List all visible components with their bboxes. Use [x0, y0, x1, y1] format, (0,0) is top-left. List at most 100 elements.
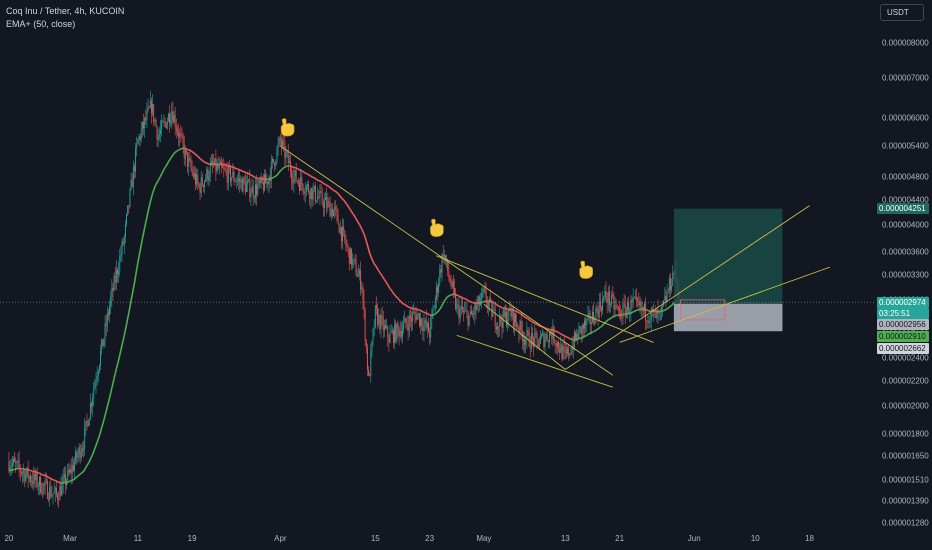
candle-body: [666, 291, 668, 302]
ema-segment: [94, 445, 97, 449]
candle-body: [411, 318, 412, 322]
trendline[interactable]: [280, 145, 614, 376]
ema-segment: [391, 291, 395, 294]
candle-body: [597, 310, 599, 318]
candle-body: [465, 310, 467, 311]
price-tick-label: 0.000004400: [882, 195, 929, 205]
candle-body: [672, 272, 674, 286]
time-tick-label: 20: [4, 534, 14, 543]
ema-segment: [462, 296, 464, 299]
ema-segment: [663, 309, 666, 312]
candle-body: [88, 418, 90, 426]
candle-body: [424, 319, 426, 324]
ema-segment: [282, 167, 285, 170]
ema-segment: [346, 204, 349, 207]
ema-segment: [435, 311, 438, 314]
candle-body: [378, 314, 380, 325]
price-tick-label: 0.000008000: [882, 38, 929, 48]
ema-segment: [666, 307, 669, 310]
ema-segment: [635, 309, 637, 312]
trendline[interactable]: [619, 266, 831, 343]
candle-body: [205, 178, 207, 182]
candle-body: [491, 300, 493, 317]
candle-body: [129, 189, 131, 207]
ema-segment: [85, 465, 88, 468]
ema-segment: [365, 240, 369, 246]
candle-body: [19, 467, 21, 473]
ema-segment: [280, 168, 284, 171]
candle-body: [526, 330, 528, 340]
candle-body: [78, 447, 80, 454]
candle-body: [234, 181, 236, 182]
candle-body: [39, 477, 40, 487]
candle-body: [606, 297, 608, 303]
ema-segment: [420, 309, 423, 312]
candle-body: [231, 177, 233, 182]
time-tick-label: Jun: [687, 534, 701, 543]
trendline[interactable]: [436, 255, 654, 343]
candle-body: [671, 285, 673, 291]
ema-segment: [443, 299, 447, 302]
trendline[interactable]: [483, 303, 566, 370]
candle-body: [431, 313, 433, 320]
ema-segment: [86, 463, 89, 466]
ema-segment: [68, 480, 71, 483]
ema-segment: [116, 359, 120, 365]
candle-body: [175, 127, 177, 130]
ema-segment: [590, 331, 593, 334]
candle-body: [539, 337, 541, 344]
candle-body: [632, 297, 634, 302]
ema-segment: [500, 306, 503, 309]
candle-body: [42, 483, 44, 494]
candle-body: [354, 258, 356, 261]
ema-segment: [598, 326, 601, 329]
candle-body: [416, 314, 418, 320]
currency-button[interactable]: USDT: [880, 4, 924, 21]
trendlines-layer: [280, 145, 831, 388]
stop-price-badge: 0.000002662: [877, 343, 929, 355]
ema-segment: [290, 165, 292, 168]
candle-body: [154, 119, 156, 122]
ema-segment: [450, 293, 453, 296]
ema-segment: [316, 178, 319, 181]
ema-segment: [439, 307, 442, 310]
candle-body: [646, 320, 648, 322]
ema-segment: [355, 218, 358, 222]
candle-body: [80, 451, 82, 458]
candle-body: [399, 330, 401, 337]
ema-segment: [229, 165, 231, 168]
trendline[interactable]: [565, 205, 810, 370]
ema-segment: [350, 211, 354, 214]
candle-body: [150, 100, 152, 114]
ema-segment: [406, 305, 409, 308]
candle-body: [506, 311, 507, 326]
candle-body: [241, 179, 243, 192]
candle-body: [187, 152, 189, 167]
ema-segment: [560, 333, 563, 336]
time-tick-label: 10: [750, 534, 760, 543]
profit-zone[interactable]: [673, 208, 783, 304]
loss-zone[interactable]: [673, 303, 783, 332]
candle-body: [190, 159, 192, 169]
ema-segment: [670, 303, 674, 307]
ema-segment: [105, 406, 109, 412]
price-tick-label: 0.000007000: [882, 73, 929, 83]
ema-segment: [599, 325, 602, 328]
candle-body: [128, 205, 130, 207]
ema-segment: [152, 186, 156, 191]
trendline[interactable]: [456, 334, 613, 388]
ema-segment: [106, 402, 110, 407]
selection-box[interactable]: [680, 299, 726, 321]
ema-segment: [567, 336, 570, 339]
ema-segment: [396, 296, 399, 299]
candle-body: [301, 176, 303, 185]
time-tick-label: Mar: [63, 534, 77, 543]
ema-segment: [600, 324, 604, 327]
candle-body: [169, 113, 170, 124]
ema-segment: [151, 189, 155, 194]
candle-body: [201, 177, 203, 186]
candle-body: [197, 174, 199, 184]
candle-body: [444, 255, 446, 261]
ema-segment: [609, 317, 611, 320]
